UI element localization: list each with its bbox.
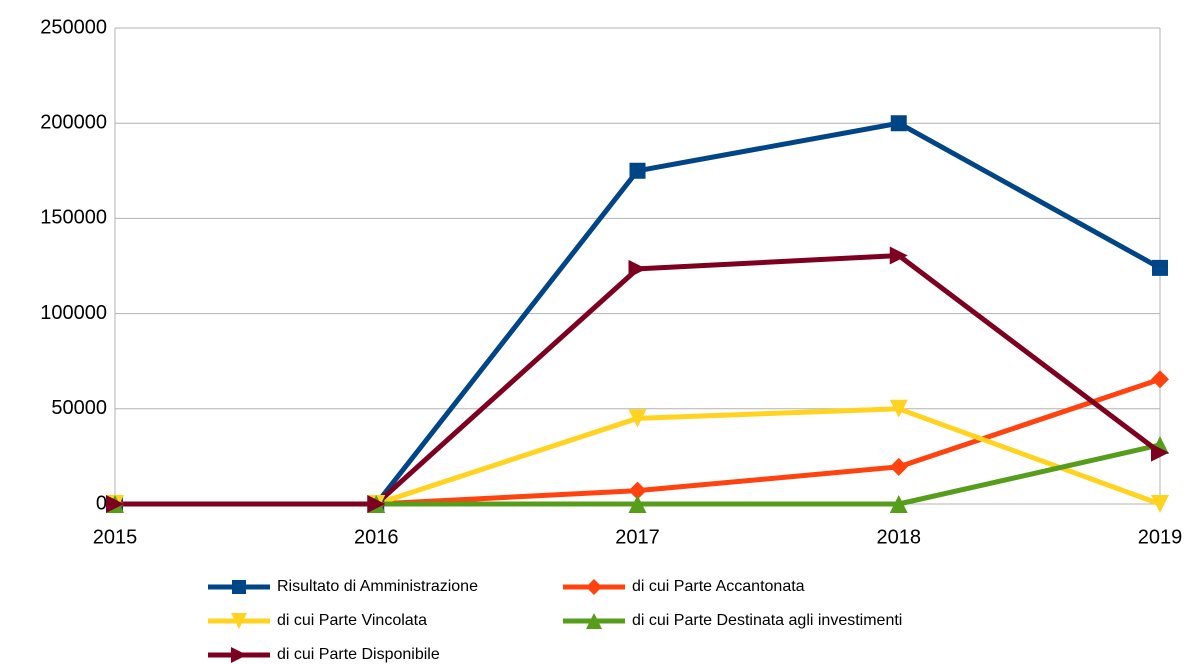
- legend-item: di cui Parte Accantonata: [563, 578, 805, 595]
- series-line: [115, 253, 1162, 507]
- marker: [628, 481, 647, 500]
- marker: [629, 162, 646, 179]
- marker: [1151, 443, 1169, 462]
- marker: [889, 246, 908, 265]
- legend-item: di cui Parte Vincolata: [208, 612, 427, 629]
- y-tick-label: 50000: [51, 397, 107, 419]
- x-tick-label: 2016: [354, 526, 399, 548]
- y-tick-label: 100000: [40, 302, 107, 324]
- marker: [586, 613, 602, 629]
- marker: [890, 115, 907, 132]
- marker: [1151, 495, 1169, 513]
- marker: [106, 495, 124, 513]
- marker: [367, 495, 386, 513]
- x-tick-label: 2015: [93, 526, 138, 548]
- x-tick-label: 2018: [877, 526, 922, 548]
- marker: [889, 495, 908, 513]
- marker: [231, 613, 247, 629]
- legend-label: di cui Parte Disponibile: [277, 646, 440, 663]
- legend-label: di cui Parte Accantonata: [632, 578, 805, 595]
- marker: [232, 580, 246, 594]
- marker: [1152, 259, 1168, 276]
- marker: [231, 647, 247, 663]
- legend-item: di cui Parte Destinata agli investimenti: [563, 612, 902, 629]
- marker: [1151, 370, 1169, 389]
- x-tick-label: 2017: [615, 526, 660, 548]
- x-tick-label: 2019: [1138, 526, 1183, 548]
- legend-item: Risultato di Amministrazione: [208, 578, 478, 595]
- y-tick-label: 200000: [40, 111, 107, 133]
- legend-label: di cui Parte Destinata agli investimenti: [632, 612, 902, 629]
- marker: [628, 259, 647, 278]
- y-tick-label: 0: [96, 492, 107, 514]
- marker: [628, 409, 647, 428]
- legend-label: di cui Parte Vincolata: [277, 612, 427, 629]
- marker: [889, 457, 908, 476]
- marker: [889, 399, 908, 418]
- legend-item: di cui Parte Disponibile: [208, 646, 440, 663]
- marker: [586, 579, 602, 595]
- y-tick-label: 150000: [40, 207, 107, 229]
- y-tick-label: 250000: [40, 16, 107, 38]
- legend-label: Risultato di Amministrazione: [277, 578, 478, 595]
- marker: [628, 495, 647, 513]
